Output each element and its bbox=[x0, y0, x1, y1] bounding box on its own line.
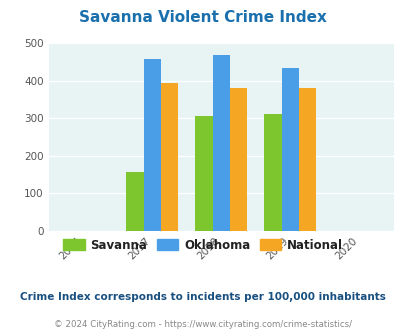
Bar bbox=[264, 115, 281, 231]
Text: © 2024 CityRating.com - https://www.cityrating.com/crime-statistics/: © 2024 CityRating.com - https://www.city… bbox=[54, 320, 351, 329]
Bar bbox=[298, 88, 315, 231]
Text: Crime Index corresponds to incidents per 100,000 inhabitants: Crime Index corresponds to incidents per… bbox=[20, 292, 385, 302]
Bar bbox=[160, 83, 178, 231]
Text: Savanna Violent Crime Index: Savanna Violent Crime Index bbox=[79, 10, 326, 25]
Legend: Savanna, Oklahoma, National: Savanna, Oklahoma, National bbox=[58, 234, 347, 256]
Bar bbox=[126, 172, 143, 231]
Bar bbox=[229, 88, 247, 231]
Bar bbox=[143, 59, 160, 231]
Bar bbox=[281, 68, 298, 231]
Bar bbox=[195, 115, 212, 231]
Bar bbox=[212, 55, 229, 231]
